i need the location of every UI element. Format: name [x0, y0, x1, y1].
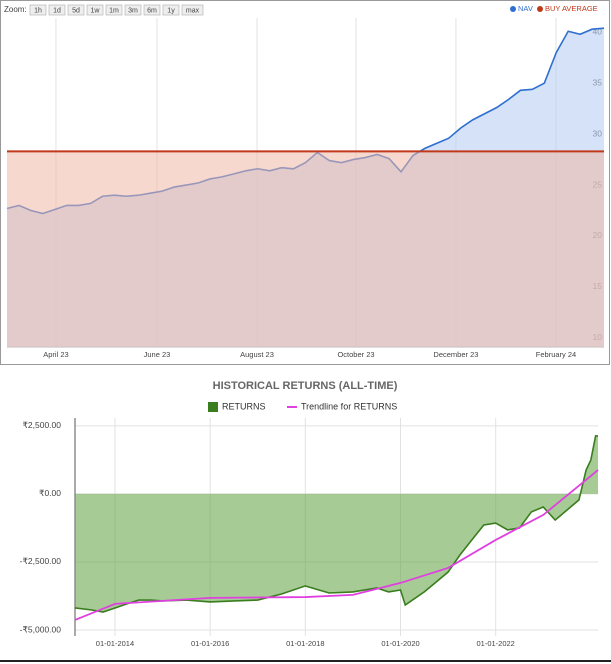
legend-marker[interactable] — [208, 402, 218, 412]
series-line — [74, 469, 599, 621]
legend-label[interactable]: BUY AVERAGE — [545, 4, 598, 13]
legend-marker[interactable] — [510, 6, 516, 12]
x-tick-label: June 23 — [144, 350, 171, 359]
zoom-button[interactable] — [162, 4, 180, 16]
zoom-button-label[interactable]: 5d — [72, 7, 80, 14]
x-tick-label: 01-01-2020 — [381, 639, 419, 648]
x-tick-label: 01-01-2014 — [96, 639, 134, 648]
area-fill — [75, 435, 598, 613]
chart-title: HISTORICAL RETURNS (ALL-TIME) — [213, 380, 398, 392]
zoom-button-label[interactable]: 1m — [109, 7, 119, 14]
y-tick-label: -₹5,000.00 — [20, 624, 62, 634]
zoom-button[interactable] — [67, 4, 85, 16]
x-tick-label: 01-01-2022 — [476, 639, 514, 648]
zoom-button[interactable] — [48, 4, 66, 16]
zoom-label: Zoom: — [4, 5, 27, 14]
x-tick-label: December 23 — [433, 350, 478, 359]
zoom-button-label[interactable]: 1w — [91, 7, 101, 14]
zoom-button[interactable] — [124, 4, 142, 16]
legend-label[interactable]: Trendline for RETURNS — [301, 401, 397, 411]
x-tick-label: October 23 — [337, 350, 374, 359]
reference-fill — [7, 151, 604, 347]
y-tick-label: ₹2,500.00 — [23, 420, 62, 430]
legend-marker[interactable] — [537, 6, 543, 12]
zoom-button-label[interactable]: 6m — [147, 7, 157, 14]
zoom-button[interactable] — [105, 4, 123, 16]
zoom-button-label[interactable]: 1d — [53, 7, 61, 14]
zoom-button-label[interactable]: 3m — [128, 7, 138, 14]
zoom-button[interactable] — [86, 4, 104, 16]
zoom-button[interactable] — [143, 4, 161, 16]
x-tick-label: February 24 — [536, 350, 576, 359]
zoom-button-label[interactable]: max — [186, 7, 200, 14]
legend-label[interactable]: NAV — [518, 4, 533, 13]
x-tick-label: April 23 — [43, 350, 68, 359]
y-tick-label: ₹0.00 — [39, 488, 61, 498]
x-tick-label: 01-01-2018 — [286, 639, 324, 648]
top-frame — [0, 0, 610, 365]
x-tick-label: 01-01-2016 — [191, 639, 229, 648]
zoom-button[interactable] — [181, 4, 204, 16]
zoom-button-label[interactable]: 1y — [167, 7, 175, 14]
zoom-button-label[interactable]: 1h — [34, 7, 42, 14]
series-line — [74, 435, 598, 613]
x-tick-label: August 23 — [240, 350, 274, 359]
legend-label[interactable]: RETURNS — [222, 401, 266, 411]
zoom-button[interactable] — [29, 4, 47, 16]
y-tick-label: -₹2,500.00 — [20, 556, 62, 566]
